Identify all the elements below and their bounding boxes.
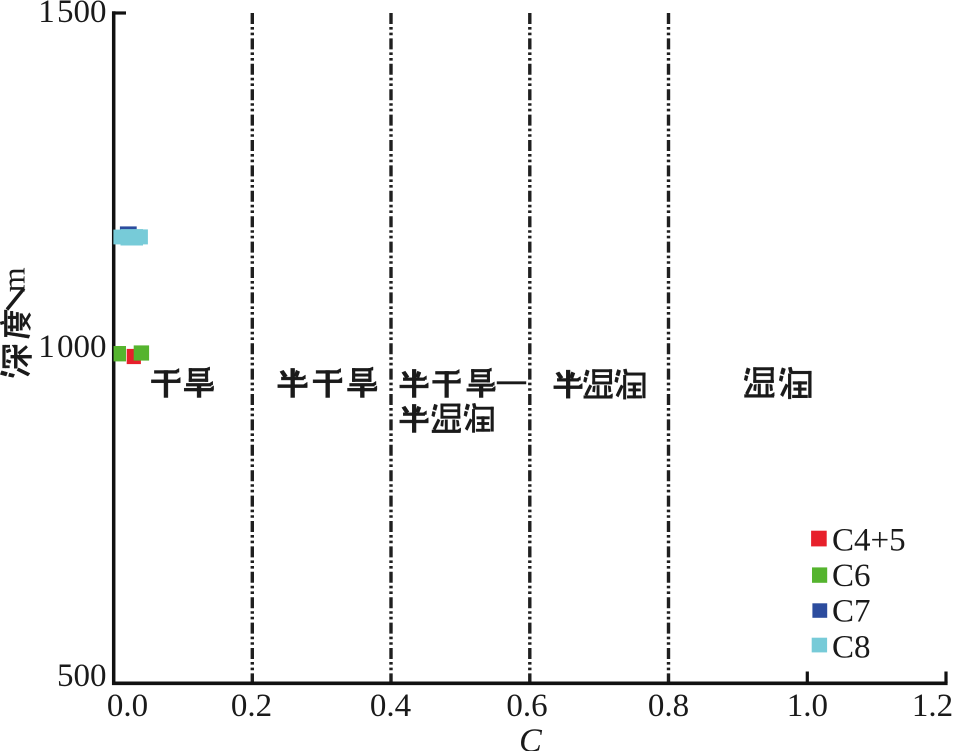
svg-text:500: 500 — [57, 658, 107, 694]
svg-text:1 500: 1 500 — [38, 0, 106, 30]
svg-text:1.2: 1.2 — [912, 688, 953, 724]
svg-text:0.4: 0.4 — [370, 688, 411, 724]
svg-text:C: C — [519, 723, 542, 751]
svg-text:C7: C7 — [832, 594, 871, 630]
svg-text:0.6: 0.6 — [506, 688, 547, 724]
svg-text:C8: C8 — [832, 629, 871, 665]
svg-text:0.2: 0.2 — [231, 688, 272, 724]
svg-text:1 000: 1 000 — [38, 329, 106, 365]
svg-text:0.8: 0.8 — [648, 688, 689, 724]
svg-text:C4+5: C4+5 — [832, 522, 906, 558]
svg-text:C6: C6 — [832, 558, 871, 594]
svg-text:1.0: 1.0 — [787, 688, 828, 724]
svg-text:0.0: 0.0 — [107, 688, 148, 724]
svg-text:m: m — [0, 267, 32, 292]
